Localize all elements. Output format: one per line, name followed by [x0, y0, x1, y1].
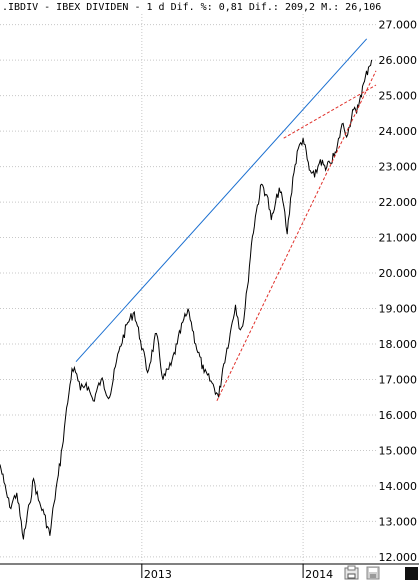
y-tick-label: 27.000: [379, 19, 418, 32]
y-tick-label: 14.000: [379, 480, 418, 493]
price-point: [230, 333, 231, 334]
price-point: [347, 134, 348, 135]
price-point: [93, 400, 94, 401]
price-point: [54, 503, 55, 504]
price-point: [261, 184, 262, 185]
price-point: [23, 539, 24, 540]
price-point: [342, 124, 343, 125]
price-point: [9, 507, 10, 508]
price-point: [364, 81, 365, 82]
price-point: [183, 319, 184, 320]
y-tick-label: 15.000: [379, 444, 418, 457]
price-point: [69, 393, 70, 394]
price-point: [80, 390, 81, 391]
price-point: [44, 514, 45, 515]
price-point: [4, 482, 5, 483]
price-point: [279, 188, 280, 189]
price-point: [140, 340, 141, 341]
price-point: [247, 287, 248, 288]
price-point: [371, 60, 372, 61]
price-point: [293, 177, 294, 178]
x-tick-label: 2013: [144, 568, 172, 580]
y-tick-label: 24.000: [379, 125, 418, 138]
y-tick-label: 17.000: [379, 373, 418, 386]
price-point: [240, 329, 241, 330]
stop-icon[interactable]: [405, 567, 418, 580]
price-point: [255, 216, 256, 217]
price-point: [62, 447, 63, 448]
y-tick-label: 22.000: [379, 196, 418, 209]
disk-icon[interactable]: [367, 567, 379, 579]
y-tick-label: 19.000: [379, 303, 418, 316]
y-tick-label: 26.000: [379, 54, 418, 67]
price-point: [29, 503, 30, 504]
price-point: [303, 138, 304, 139]
price-point: [147, 372, 148, 373]
price-point: [127, 322, 128, 323]
price-point: [314, 177, 315, 178]
price-point: [58, 475, 59, 476]
price-point: [251, 244, 252, 245]
price-point: [298, 148, 299, 149]
price-point: [352, 109, 353, 110]
price-point: [195, 344, 196, 345]
price-point: [320, 159, 321, 160]
price-point: [204, 372, 205, 373]
y-tick-label: 21.000: [379, 232, 418, 245]
y-tick-label: 18.000: [379, 338, 418, 351]
price-point: [274, 209, 275, 210]
price-point: [38, 500, 39, 501]
price-point: [218, 397, 219, 398]
y-tick-label: 25.000: [379, 90, 418, 103]
price-point: [72, 368, 73, 369]
y-tick-label: 20.000: [379, 267, 418, 280]
price-point: [171, 365, 172, 366]
price-point: [356, 113, 357, 114]
y-tick-label: 16.000: [379, 409, 418, 422]
price-point: [267, 195, 268, 196]
price-point: [325, 170, 326, 171]
price-point: [134, 312, 135, 313]
price-point: [177, 344, 178, 345]
price-point: [360, 95, 361, 96]
price-point: [86, 383, 87, 384]
price-point: [212, 383, 213, 384]
price-point: [189, 312, 190, 313]
price-point: [330, 163, 331, 164]
price-point: [244, 319, 245, 320]
price-point: [287, 234, 288, 235]
price-point: [50, 535, 51, 536]
y-tick-label: 13.000: [379, 515, 418, 528]
price-point: [119, 351, 120, 352]
printer-icon[interactable]: [345, 566, 358, 579]
price-point: [16, 493, 17, 494]
price-point: [309, 170, 310, 171]
price-point: [33, 478, 34, 479]
y-tick-label: 23.000: [379, 161, 418, 174]
price-point: [368, 67, 369, 68]
price-point: [65, 418, 66, 419]
price-point: [235, 305, 236, 306]
x-tick-label: 2014: [305, 568, 333, 580]
price-point: [75, 372, 76, 373]
price-point: [283, 205, 284, 206]
price-point: [222, 368, 223, 369]
price-point: [156, 333, 157, 334]
price-point: [101, 379, 102, 380]
price-point: [163, 379, 164, 380]
y-tick-label: 12.000: [379, 551, 418, 564]
price-point: [109, 397, 110, 398]
chart-header: .IBDIV - IBEX DIVIDEN - 1 d Dif. %: 0,81…: [2, 2, 381, 13]
price-point: [271, 219, 272, 220]
